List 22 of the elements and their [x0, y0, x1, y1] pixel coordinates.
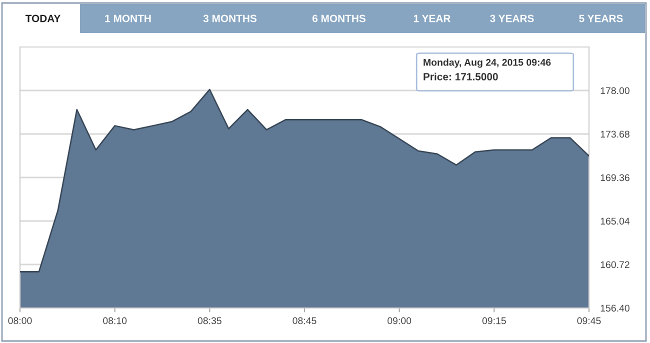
x-tick-label: 08:00: [8, 317, 32, 324]
x-tick-label: 08:35: [198, 317, 222, 324]
annotation: Price: 171.5000: [424, 72, 498, 80]
text: 3 MONTHS: [203, 14, 257, 22]
y-tick-label: 165.04: [600, 218, 630, 225]
y-tick-label: 178.00: [600, 87, 630, 94]
y-tick-label: 156.40: [600, 304, 630, 312]
y-tick-label: 169.36: [600, 174, 630, 182]
x-tick-label: 09:00: [388, 317, 412, 324]
text: 5 YEARS: [579, 14, 623, 22]
text: 1 YEAR: [414, 14, 451, 22]
y-tick-label: 173.68: [600, 130, 630, 138]
x-tick-label: 09:15: [482, 317, 506, 324]
text: 3 YEARS: [490, 14, 534, 22]
text: 6 MONTHS: [312, 14, 366, 22]
text: 1 MONTH: [105, 14, 151, 22]
y-tick-label: 160.72: [600, 261, 630, 268]
x-tick-label: 08:10: [103, 317, 127, 324]
annotation: Monday, Aug 24, 2015 09:46: [424, 58, 551, 68]
x-tick-label: 09:45: [577, 317, 601, 324]
x-tick-label: 08:45: [292, 317, 316, 324]
text: TODAY: [25, 14, 60, 22]
